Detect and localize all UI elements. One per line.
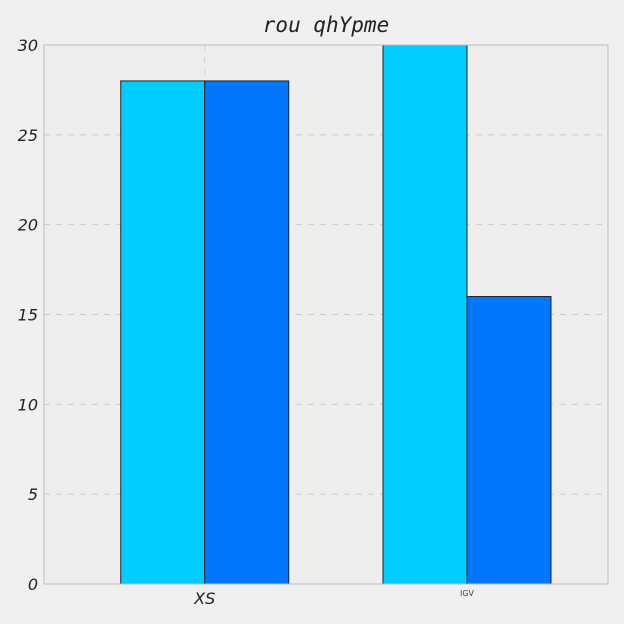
y-tick-label: 10 xyxy=(18,395,38,414)
y-tick-label: 15 xyxy=(18,306,38,325)
y-tick-label: 0 xyxy=(28,575,38,594)
y-tick-label: 25 xyxy=(18,126,38,145)
y-tick-label: 5 xyxy=(28,485,38,504)
bar-series1-igv xyxy=(382,44,468,585)
chart-title: rou qhYpme xyxy=(263,13,389,37)
bars xyxy=(120,44,552,585)
bar-series1-xs xyxy=(120,80,206,585)
y-tick-label: 30 xyxy=(18,36,38,55)
x-tick-label-igv: IGV xyxy=(460,589,475,598)
plot-border xyxy=(43,44,609,585)
y-tick-label: 20 xyxy=(18,216,38,235)
x-tick-label-xs: XS xyxy=(193,589,215,608)
y-axis-ticks: 0 5 10 15 20 25 30 xyxy=(18,36,38,594)
x-axis-ticks: XS IGV xyxy=(193,589,474,608)
bar-series2-igv xyxy=(466,296,552,585)
bar-series2-xs xyxy=(204,80,290,585)
